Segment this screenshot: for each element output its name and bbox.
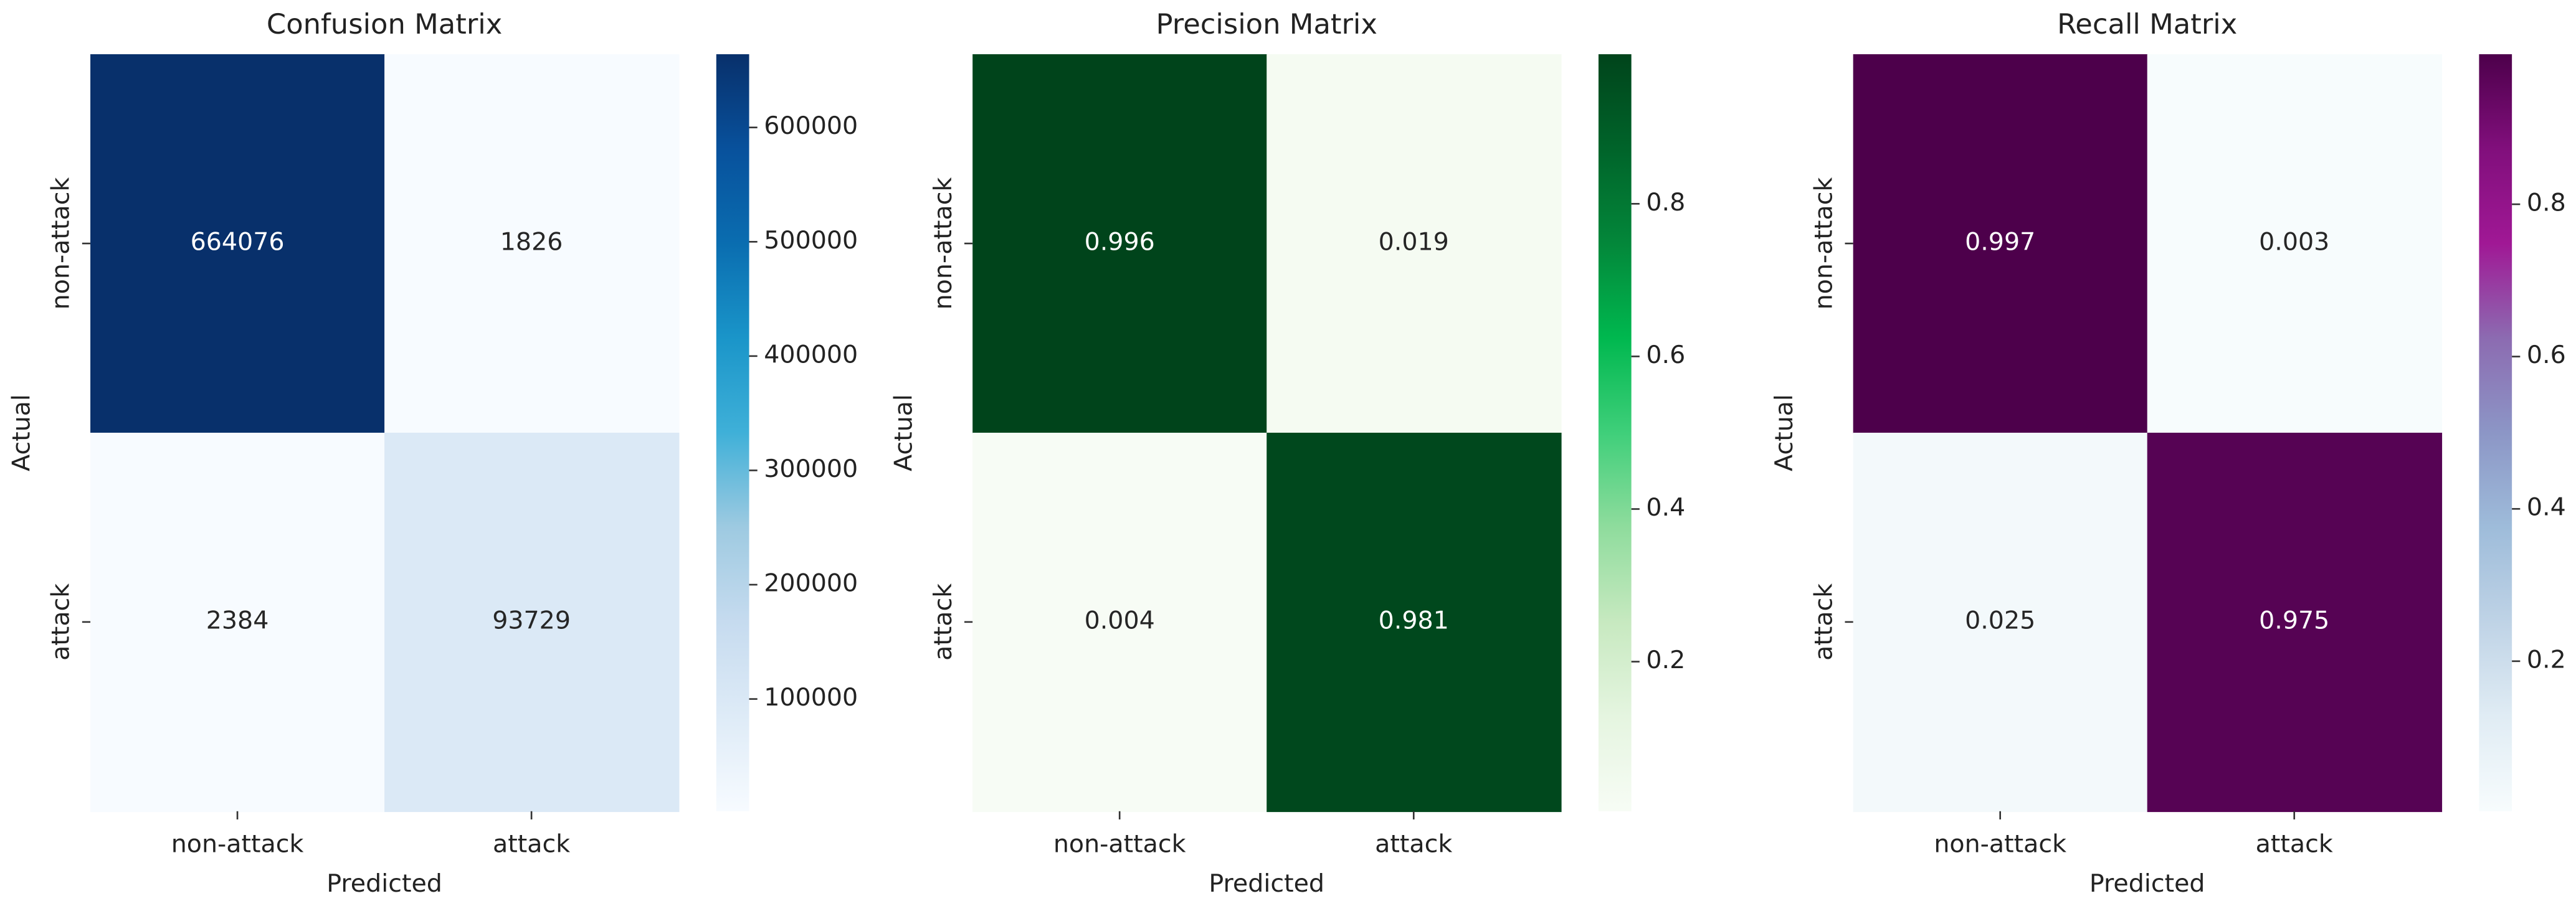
colorbar-tick-label: 0.8	[2527, 189, 2566, 217]
colorbar-tick-label: 0.8	[1646, 188, 1685, 217]
y-axis-label: Actual	[7, 394, 36, 471]
cell-annotation: 2384	[206, 606, 269, 635]
cell-annotation: 664076	[191, 228, 285, 257]
colorbar-tick-label: 300000	[764, 455, 858, 483]
heatmap-cell	[384, 54, 680, 434]
x-axis-label: Predicted	[2089, 869, 2205, 898]
heatmap-cell	[90, 432, 386, 813]
y-tick-label: non-attack	[929, 177, 958, 310]
x-tick-label: non-attack	[171, 830, 304, 859]
y-tick-label: non-attack	[47, 177, 75, 310]
heatmap-cell	[90, 54, 386, 434]
cell-annotation: 0.981	[1379, 606, 1449, 635]
heatmap-cell	[972, 54, 1268, 434]
colorbar-tick-label: 600000	[764, 111, 858, 140]
cell-annotation: 0.003	[2259, 228, 2329, 257]
cell-annotation: 0.997	[1965, 228, 2035, 257]
colorbar-tick-label: 0.6	[1646, 341, 1685, 369]
colorbar-tick-label: 0.4	[1646, 493, 1685, 522]
colorbar-tick-label: 0.2	[2527, 645, 2566, 674]
cell-annotation: 0.019	[1379, 228, 1449, 257]
cell-annotation: 0.975	[2259, 606, 2329, 635]
heatmap-cell	[2147, 432, 2443, 813]
colorbar-tick-label: 400000	[764, 340, 858, 369]
heatmap-cell	[1267, 54, 1562, 434]
y-tick-label: attack	[47, 583, 75, 661]
chart-title: Confusion Matrix	[267, 7, 502, 40]
heatmap-cell	[2147, 54, 2443, 434]
x-axis-label: Predicted	[1209, 869, 1324, 898]
colorbar-tick-label: 200000	[764, 569, 858, 597]
y-axis-label: Actual	[890, 394, 918, 471]
chart-title: Recall Matrix	[2057, 7, 2237, 40]
x-tick-label: attack	[493, 830, 570, 859]
x-tick-label: non-attack	[1053, 830, 1186, 859]
heatmap-cell	[1267, 432, 1562, 813]
y-tick-label: attack	[1809, 583, 1838, 661]
colorbar-tick-label: 500000	[764, 226, 858, 255]
cell-annotation: 0.004	[1085, 606, 1155, 635]
y-tick-label: attack	[929, 583, 958, 661]
chart-title: Precision Matrix	[1156, 7, 1377, 40]
x-tick-label: non-attack	[1934, 830, 2066, 859]
y-tick-label: non-attack	[1809, 177, 1838, 310]
colorbar-tick-label: 0.6	[2527, 341, 2566, 369]
cell-annotation: 0.025	[1965, 606, 2035, 635]
colorbar-tick-label: 0.2	[1646, 646, 1685, 674]
heatmap-cell	[1853, 432, 2149, 813]
colorbar-tick-label: 100000	[764, 683, 858, 712]
heatmap-cell	[384, 432, 680, 813]
heatmap-cell	[1853, 54, 2149, 434]
x-tick-label: attack	[2256, 830, 2333, 859]
colorbar-tick-label: 0.4	[2527, 493, 2566, 522]
cell-annotation: 1826	[500, 228, 563, 257]
colorbar	[716, 54, 749, 811]
colorbar	[2479, 54, 2512, 811]
x-tick-label: attack	[1375, 830, 1452, 859]
colorbar	[1598, 54, 1632, 811]
cell-annotation: 93729	[492, 606, 571, 635]
x-axis-label: Predicted	[326, 869, 442, 898]
cell-annotation: 0.996	[1085, 228, 1155, 257]
y-axis-label: Actual	[1770, 394, 1799, 471]
heatmap-cell	[972, 432, 1268, 813]
